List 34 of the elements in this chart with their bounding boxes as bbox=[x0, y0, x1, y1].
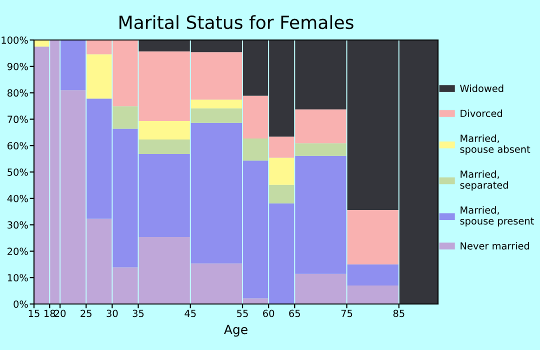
y-tick-label: 30% bbox=[8, 221, 28, 229]
x-tick-label: 20 bbox=[54, 310, 66, 318]
x-tick-label: 25 bbox=[80, 310, 92, 318]
y-tick-label: 70% bbox=[8, 116, 28, 124]
x-tick-label: 30 bbox=[106, 310, 118, 318]
y-tick-label: 80% bbox=[7, 89, 28, 97]
y-tick-label: 60% bbox=[8, 142, 28, 150]
y-tick-label: 0% bbox=[14, 300, 28, 308]
legend-label: Divorced bbox=[460, 110, 502, 118]
x-tick-label: 65 bbox=[289, 310, 300, 318]
bar bbox=[60, 40, 86, 90]
legend-label: Married, spouse present bbox=[460, 206, 534, 226]
x-tick-label: 18 bbox=[44, 310, 56, 318]
x-tick-label: 75 bbox=[341, 310, 352, 318]
legend-label: Widowed bbox=[460, 84, 504, 92]
legend-label: Married, separated bbox=[460, 170, 508, 191]
chart-title: Marital Status for Females bbox=[120, 15, 354, 30]
x-tick-label: 45 bbox=[184, 310, 196, 318]
y-tick-label: 10% bbox=[8, 274, 28, 282]
x-tick-label: 35 bbox=[132, 310, 144, 318]
bar bbox=[269, 158, 294, 185]
bar bbox=[86, 54, 112, 99]
legend-label: Never married bbox=[460, 242, 530, 250]
y-tick-label: 20% bbox=[8, 248, 28, 256]
legend-label: Married, spouse absent bbox=[460, 134, 530, 155]
y-tick-label: 90% bbox=[7, 62, 28, 70]
y-tick-label: 40% bbox=[7, 194, 28, 202]
y-tick-label: 50% bbox=[8, 168, 28, 176]
x-tick-label: 55 bbox=[237, 310, 248, 318]
y-tick-label: 100% bbox=[2, 36, 28, 44]
x-tick-label: 15 bbox=[28, 310, 40, 318]
x-axis-title: Age bbox=[224, 324, 248, 337]
x-tick-label: 85 bbox=[393, 310, 404, 318]
x-tick-label: 60 bbox=[263, 310, 274, 318]
